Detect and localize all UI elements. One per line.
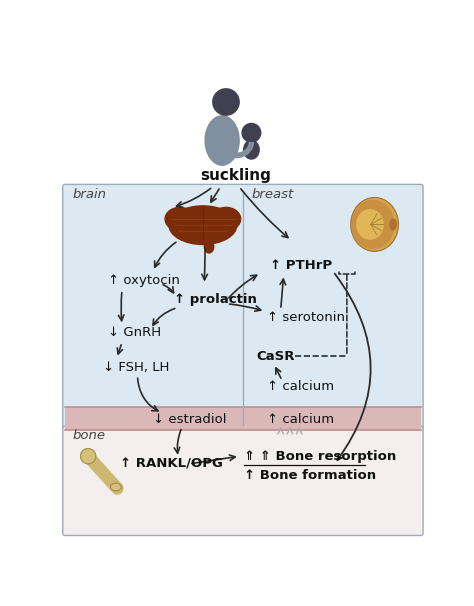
Text: breast: breast <box>251 188 294 201</box>
Text: ↓ FSH, LH: ↓ FSH, LH <box>103 361 169 374</box>
Circle shape <box>212 88 240 116</box>
FancyBboxPatch shape <box>63 184 423 431</box>
Ellipse shape <box>352 200 395 249</box>
Ellipse shape <box>168 205 237 245</box>
Bar <box>65 407 421 430</box>
Text: suckling: suckling <box>200 168 271 183</box>
Text: bone: bone <box>73 429 106 442</box>
Circle shape <box>81 448 96 464</box>
Text: ↓ estradiol: ↓ estradiol <box>153 413 226 426</box>
Text: ↑ serotonin: ↑ serotonin <box>267 311 345 324</box>
Text: ↑ PTHrP: ↑ PTHrP <box>270 259 332 271</box>
Text: ↑ RANKL/OPG: ↑ RANKL/OPG <box>120 458 223 470</box>
Ellipse shape <box>204 240 214 254</box>
Text: CaSR: CaSR <box>257 350 295 362</box>
Text: ⇑ ⇑ Bone resorption: ⇑ ⇑ Bone resorption <box>244 450 396 462</box>
Ellipse shape <box>356 209 384 240</box>
Ellipse shape <box>204 115 240 166</box>
Text: ↑ calcium: ↑ calcium <box>267 413 334 426</box>
Text: ↑ Bone formation: ↑ Bone formation <box>244 469 376 482</box>
Ellipse shape <box>110 483 121 491</box>
Ellipse shape <box>210 207 241 231</box>
Text: ↑ oxytocin: ↑ oxytocin <box>108 274 180 287</box>
Circle shape <box>241 123 261 143</box>
FancyBboxPatch shape <box>63 426 423 536</box>
Ellipse shape <box>164 207 195 231</box>
Text: ↑ prolactin: ↑ prolactin <box>174 293 257 307</box>
Ellipse shape <box>243 140 260 160</box>
Text: brain: brain <box>73 188 107 201</box>
Ellipse shape <box>351 198 399 251</box>
Text: ↑ calcium: ↑ calcium <box>267 381 334 393</box>
Ellipse shape <box>389 218 397 230</box>
Text: ↓ GnRH: ↓ GnRH <box>108 327 161 339</box>
